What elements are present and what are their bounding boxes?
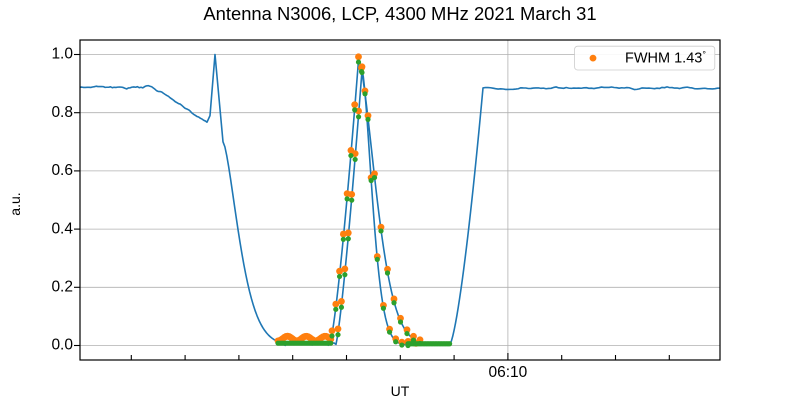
svg-text:Antenna N3006, LCP, 4300 MHz 2: Antenna N3006, LCP, 4300 MHz 2021 March … — [203, 3, 596, 24]
svg-text:1.0: 1.0 — [51, 46, 73, 63]
svg-text:06:10: 06:10 — [489, 364, 528, 381]
svg-text:0.4: 0.4 — [51, 220, 73, 237]
svg-text:0.0: 0.0 — [51, 337, 73, 354]
svg-text:a.u.: a.u. — [7, 192, 23, 215]
svg-text:0.8: 0.8 — [51, 104, 73, 121]
svg-text:UT: UT — [391, 383, 410, 399]
svg-text:FWHM 1.43°: FWHM 1.43° — [625, 49, 706, 66]
svg-text:0.2: 0.2 — [51, 279, 73, 296]
svg-text:0.6: 0.6 — [51, 162, 73, 179]
